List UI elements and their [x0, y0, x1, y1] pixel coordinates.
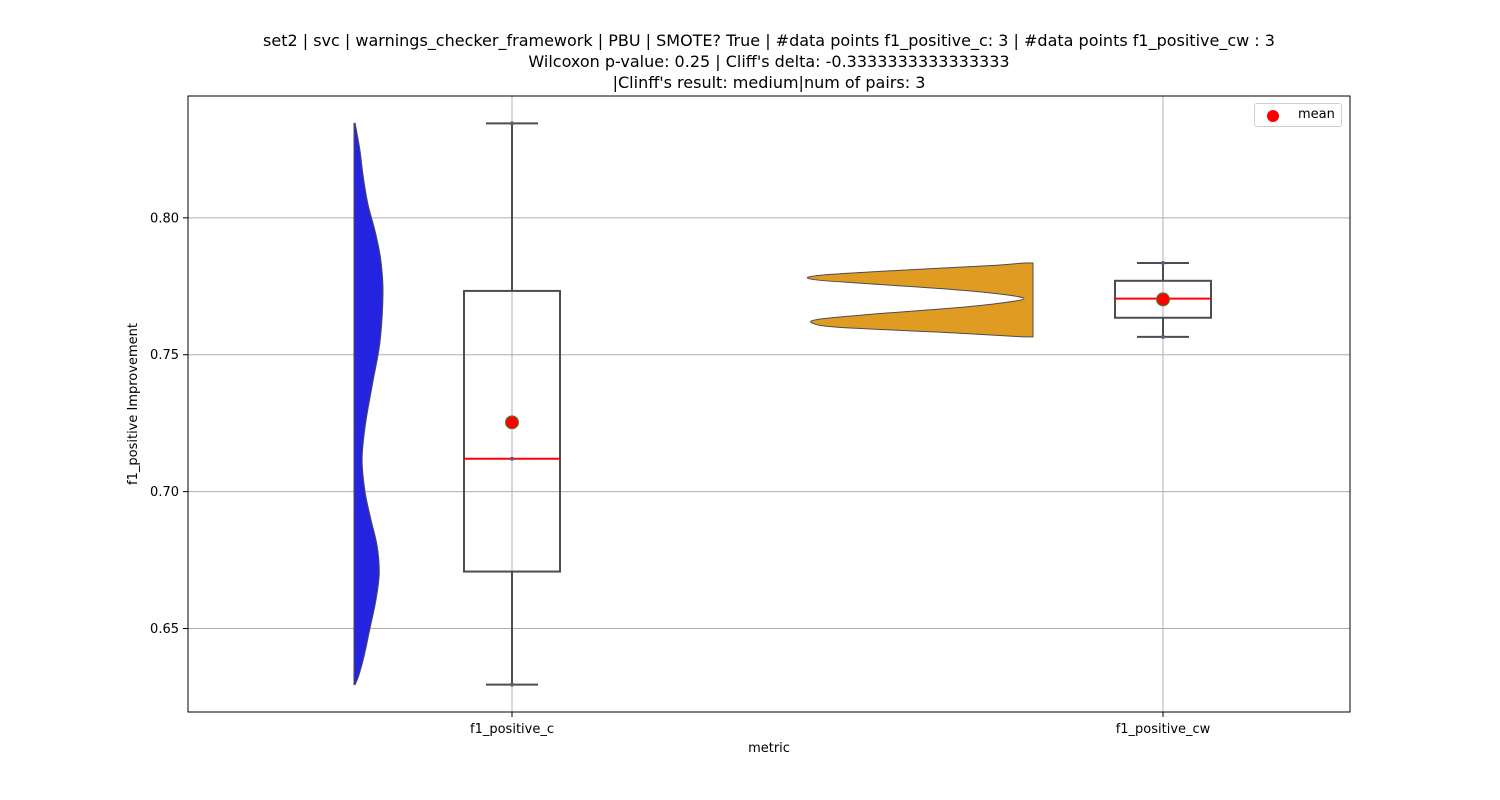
iqr-box: [463, 289, 561, 573]
data-point: [1161, 261, 1165, 266]
y-tick-label: 0.65: [150, 622, 179, 637]
legend-mean-label: mean: [1298, 107, 1335, 122]
box-f1_positive_c: [463, 121, 561, 687]
box-plots: [463, 121, 1212, 687]
data-point: [1161, 334, 1165, 339]
axis-ticks: 0.65 0.70 0.75 0.80 f1_positive_c f1_positive…: [150, 211, 1211, 737]
mean-marker: [1156, 292, 1170, 307]
x-tick-label: f1_positive_c: [470, 722, 554, 737]
violin-f1_positive_c: [353, 122, 384, 686]
chart-title-line-1: set2 | svc | warnings_checker_framework …: [263, 31, 1275, 50]
mean-marker: [505, 415, 519, 430]
x-axis-label: metric: [748, 741, 790, 756]
x-tick-label: f1_positive_cw: [1116, 722, 1211, 737]
plot-frame: [187, 95, 1351, 713]
violin-f1_positive_cw: [806, 262, 1034, 338]
box-f1_positive_cw: [1114, 261, 1212, 339]
y-axis-label: f1_positive Improvement: [126, 323, 141, 485]
data-point: [510, 456, 514, 461]
chart-title-line-2: Wilcoxon p-value: 0.25 | Cliff's delta: …: [528, 52, 1010, 71]
data-point: [510, 121, 514, 126]
legend: mean: [1254, 103, 1342, 127]
violins: [353, 122, 1034, 686]
y-tick-label: 0.75: [150, 348, 179, 363]
grid-lines: [188, 96, 1350, 712]
y-tick-label: 0.70: [150, 485, 179, 500]
chart-title-line-3: |Clinff's result: medium|num of pairs: 3: [612, 73, 926, 92]
legend-mean-marker: [1267, 110, 1279, 122]
y-tick-label: 0.80: [150, 211, 179, 226]
data-point: [510, 682, 514, 687]
